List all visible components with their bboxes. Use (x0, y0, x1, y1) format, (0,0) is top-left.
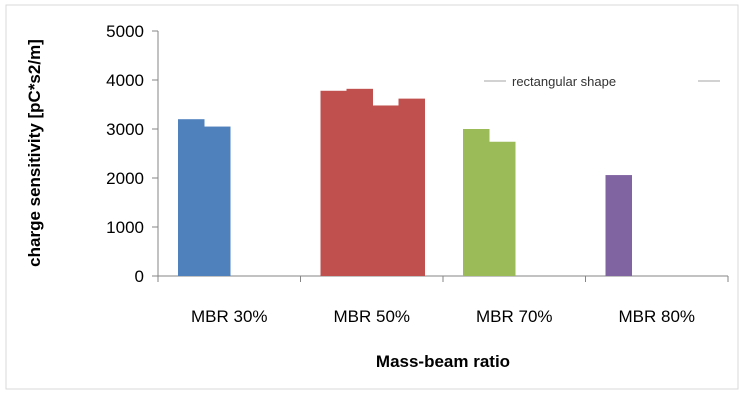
y-tick-label: 3000 (106, 120, 144, 139)
legend: rectangular shape (484, 74, 720, 89)
bar (372, 105, 399, 276)
bar (346, 88, 373, 276)
x-axis-label: Mass-beam ratio (376, 352, 510, 371)
bar (320, 90, 347, 276)
x-tick-label: MBR 30% (191, 307, 268, 326)
bar (398, 98, 425, 277)
bar (605, 175, 632, 276)
x-tick-label: MBR 70% (476, 307, 553, 326)
bar (489, 141, 516, 276)
x-axis-ticks: MBR 30% MBR 50% MBR 70% MBR 80% (157, 276, 729, 326)
y-tick-label: 1000 (106, 218, 144, 237)
y-axis-label: charge sensitivity [pC*s2/m] (25, 39, 44, 267)
y-tick-label: 5000 (106, 22, 144, 41)
y-axis-ticks: 0 1000 2000 3000 4000 5000 (106, 22, 158, 286)
bar (178, 119, 205, 276)
y-tick-label: 0 (135, 267, 144, 286)
x-tick-label: MBR 80% (618, 307, 695, 326)
legend-label: rectangular shape (512, 74, 616, 89)
bar (463, 129, 490, 276)
x-tick-label: MBR 50% (333, 307, 410, 326)
y-tick-label: 2000 (106, 169, 144, 188)
bar (204, 126, 231, 276)
bars (178, 88, 632, 277)
y-tick-label: 4000 (106, 71, 144, 90)
